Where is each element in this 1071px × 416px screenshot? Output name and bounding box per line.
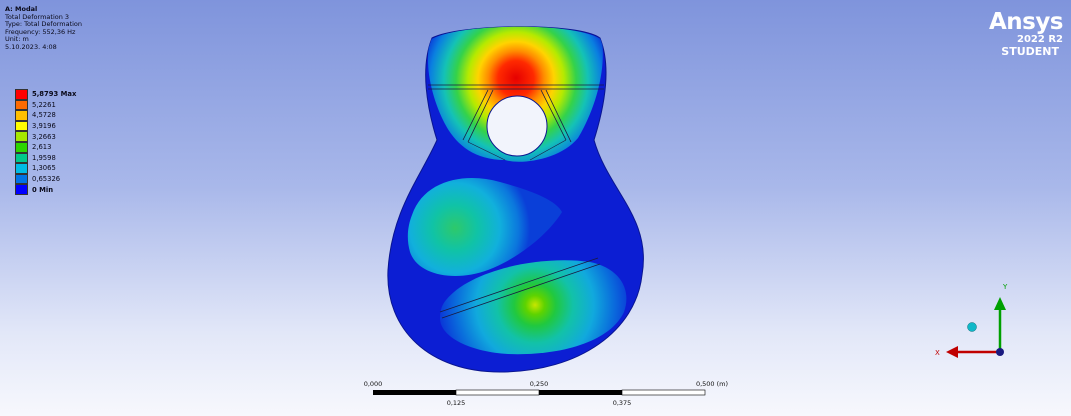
scale-label-125: 0,125 (447, 399, 466, 407)
legend-swatch (15, 99, 28, 111)
legend-row: 5,2261 (15, 99, 76, 111)
result-type: Type: Total Deformation (5, 20, 83, 29)
legend-swatch (15, 120, 28, 132)
sound-hole (486, 95, 548, 157)
legend-swatch (15, 173, 28, 185)
ansys-brand: Ansys 2022 R2 (988, 9, 1064, 46)
x-axis-label: X (935, 349, 940, 357)
legend-row: 4,5728 (15, 110, 76, 121)
edition-container: STUDENT (971, 0, 1071, 70)
result-name: Total Deformation 3 (5, 12, 70, 21)
legend-label: 1,9598 (32, 153, 56, 162)
ansys-version: 2022 R2 (1017, 34, 1063, 45)
legend-row: 5,8793 Max (15, 89, 76, 100)
legend-swatch (15, 110, 28, 121)
legend-row: 3,2663 (15, 131, 76, 142)
result-unit: Unit: m (5, 35, 29, 44)
legend-row: 1,3065 (15, 163, 76, 174)
legend-label: 2,613 (32, 143, 52, 152)
legend-swatch (15, 152, 28, 164)
ansys-logo: Ansys (988, 9, 1064, 35)
legend-row: 1,9598 (15, 152, 76, 164)
legend-max-label: 5,8793 Max (32, 90, 77, 99)
legend-row: 3,9196 (15, 120, 76, 132)
legend-label: 0,65326 (32, 175, 61, 184)
student-edition-label: STUDENT (1001, 45, 1059, 58)
scale-label-250: 0,250 (530, 380, 549, 388)
legend-label: 1,3065 (32, 164, 56, 173)
legend-label: 3,9196 (32, 122, 56, 131)
legend-swatch (15, 131, 28, 142)
legend-label: 4,5728 (32, 111, 56, 120)
isometric-view-ball[interactable] (967, 322, 977, 332)
scale-label-0: 0,000 (364, 380, 383, 388)
legend-swatch (15, 163, 28, 174)
y-axis-label: Y (1002, 283, 1008, 291)
legend-row: 0 Min (15, 184, 76, 195)
scale-label-375: 0,375 (613, 399, 632, 407)
analysis-title: A: Modal (5, 5, 38, 13)
legend-swatch (15, 184, 28, 195)
legend-row: 0,65326 (15, 173, 76, 185)
result-info-panel: A: Modal Total Deformation 3 Type: Total… (5, 5, 83, 52)
legend-row: 2,613 (15, 141, 76, 153)
legend-label: 5,2261 (32, 100, 56, 109)
legend-label: 3,2663 (32, 132, 56, 141)
result-timestamp: 5.10.2023. 4:08 (5, 42, 57, 51)
scale-bar: 0,000 0,250 0,500 (m) 0,125 0,375 (364, 380, 728, 407)
contour-legend[interactable]: 5,8793 Max 5,2261 4,5728 3,9196 3,2663 2… (15, 89, 76, 195)
coordinate-triad[interactable]: Y X (935, 283, 1008, 358)
scale-label-500: 0,500 (m) (696, 380, 728, 388)
triad-origin (996, 348, 1004, 356)
guitar-body-mesh (387, 26, 644, 373)
result-frequency: Frequency: 552,36 Hz (5, 27, 76, 36)
legend-min-label: 0 Min (32, 185, 54, 194)
legend-swatch (15, 89, 28, 100)
legend-swatch (15, 141, 28, 153)
